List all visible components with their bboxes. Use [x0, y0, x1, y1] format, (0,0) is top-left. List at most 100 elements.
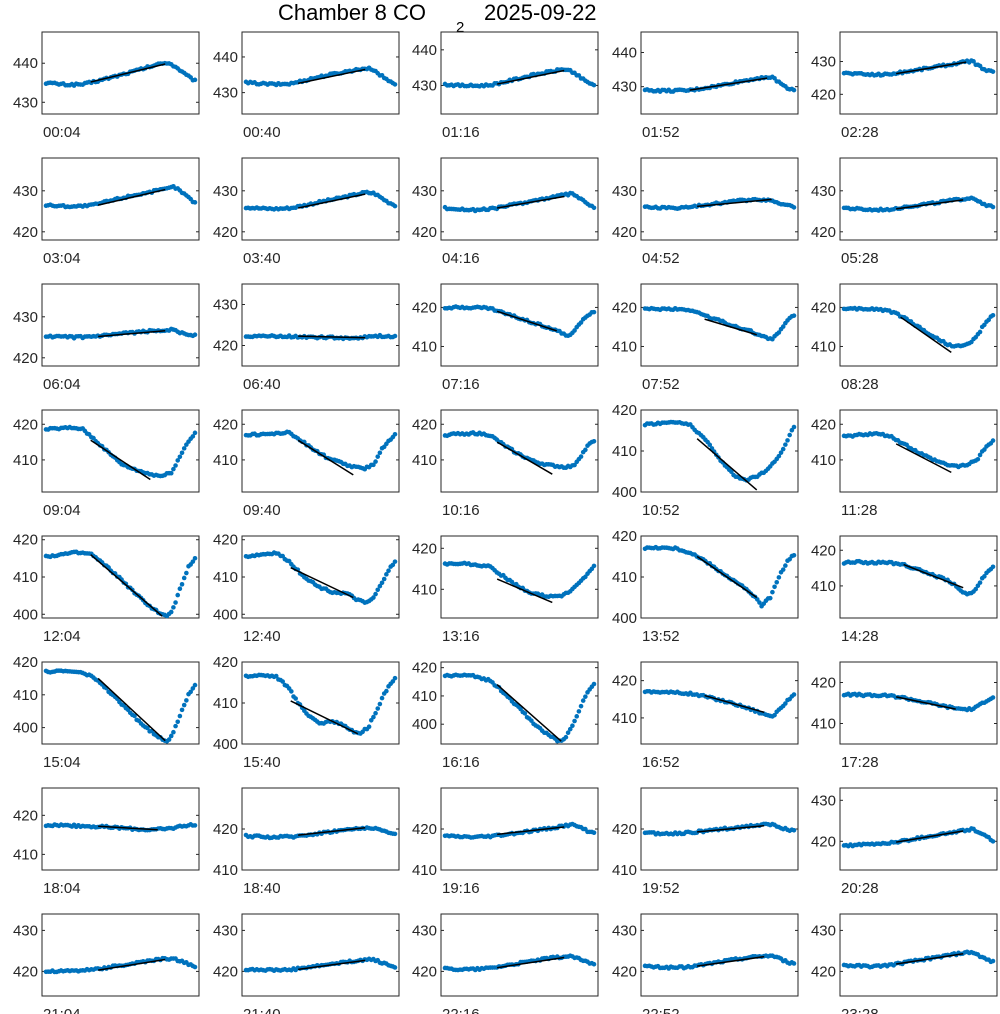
fit-line: [896, 953, 964, 965]
scatter-series: [841, 58, 996, 78]
y-tick-label: 420: [412, 224, 437, 241]
fit-line: [297, 193, 366, 209]
subplot-axes-box: [440, 787, 599, 871]
subplot-1240: 400 410 420 12:40: [213, 532, 400, 645]
y-tick-label: 430: [412, 77, 437, 94]
data-point: [776, 453, 782, 459]
data-point: [289, 689, 294, 694]
y-tick-label: 430: [612, 183, 637, 200]
x-axis-label: 07:16: [442, 376, 480, 393]
fit-line: [696, 555, 758, 599]
data-point: [392, 831, 398, 837]
subplot-axes-box: [839, 535, 998, 619]
data-point: [783, 701, 788, 706]
y-tick-label: 420: [13, 416, 38, 433]
subplot-2140: 420 430 21:40: [213, 913, 400, 1014]
data-point: [780, 446, 786, 452]
subplot-0528: 420 430 05:28: [811, 157, 998, 267]
data-point: [375, 454, 381, 459]
scatter-series: [243, 429, 398, 472]
y-tick-label: 420: [213, 532, 238, 549]
data-point: [973, 586, 979, 592]
data-point: [570, 723, 575, 729]
data-point: [791, 827, 797, 833]
data-point: [772, 584, 777, 590]
subplot-axes-box: [41, 283, 200, 367]
scatter-series: [243, 672, 398, 736]
y-tick-label: 420: [213, 963, 238, 980]
data-point: [192, 200, 198, 205]
fit-line: [896, 61, 967, 75]
data-point: [166, 737, 172, 742]
subplot-2252: 420 430 22:52: [612, 913, 799, 1014]
y-tick-label: 440: [412, 42, 437, 59]
subplot-2328: 420 430 23:28: [811, 913, 998, 1014]
fit-line: [900, 316, 952, 353]
fit-line: [290, 567, 354, 599]
data-point: [175, 592, 181, 598]
x-axis-label: 04:52: [642, 250, 680, 267]
subplot-1204: 400 410 420 12:04: [13, 532, 200, 645]
y-tick-label: 410: [612, 338, 637, 355]
data-point: [168, 733, 174, 739]
data-point: [192, 823, 198, 828]
data-point: [175, 458, 181, 463]
x-axis-label: 02:28: [841, 124, 879, 141]
subplot-0228: 420 430 02:28: [811, 31, 998, 141]
data-point: [583, 694, 588, 699]
data-point: [772, 712, 777, 718]
fit-line: [497, 69, 565, 85]
subplot-axes-box: [440, 913, 599, 997]
data-point: [145, 725, 150, 731]
y-tick-label: 420: [612, 224, 637, 241]
y-tick-label: 410: [13, 452, 38, 469]
data-point: [173, 723, 178, 729]
data-point: [390, 679, 396, 684]
y-tick-label: 420: [811, 963, 836, 980]
data-point: [181, 575, 187, 581]
y-tick-label: 420: [612, 528, 637, 545]
fit-line: [97, 677, 166, 742]
data-point: [168, 470, 174, 476]
data-point: [392, 203, 398, 209]
x-axis-label: 20:28: [841, 880, 879, 897]
data-point: [192, 77, 198, 83]
data-point: [787, 432, 792, 438]
data-point: [572, 328, 577, 333]
x-axis-label: 21:40: [243, 1006, 281, 1014]
subplot-1652: 410 420 16:52: [612, 661, 799, 771]
data-point: [990, 564, 996, 570]
y-tick-label: 430: [412, 183, 437, 200]
scatter-series: [243, 825, 398, 841]
subplot-axes-box: [640, 661, 799, 745]
y-tick-label: 410: [13, 687, 38, 704]
y-tick-label: 410: [213, 862, 238, 879]
subplot-axes-box: [839, 409, 998, 493]
subplot-0416: 420 430 04:16: [412, 157, 599, 267]
data-point: [384, 688, 389, 694]
y-tick-label: 400: [13, 720, 38, 737]
fit-line: [497, 956, 565, 969]
y-tick-label: 410: [612, 569, 637, 586]
data-point: [707, 442, 713, 448]
subplot-axes-box: [440, 157, 599, 241]
y-tick-label: 420: [412, 660, 437, 677]
data-point: [778, 450, 784, 455]
subplot-1504: 400 410 420 15:04: [13, 654, 200, 771]
subplot-axes-box: [440, 283, 599, 367]
subplot-axes-box: [241, 535, 400, 619]
x-axis-label: 05:28: [841, 250, 879, 267]
y-tick-label: 400: [13, 606, 38, 623]
subplot-axes-box: [440, 535, 599, 619]
data-point: [280, 679, 286, 684]
scatter-series: [442, 560, 597, 600]
y-tick-label: 410: [213, 569, 238, 586]
subplot-axes-box: [41, 409, 200, 493]
data-point: [175, 719, 181, 725]
fit-line: [298, 959, 366, 971]
data-point: [379, 580, 385, 586]
data-point: [392, 333, 398, 339]
subplot-axes-box: [41, 913, 200, 997]
y-tick-label: 420: [612, 821, 637, 838]
y-tick-label: 440: [213, 49, 238, 66]
